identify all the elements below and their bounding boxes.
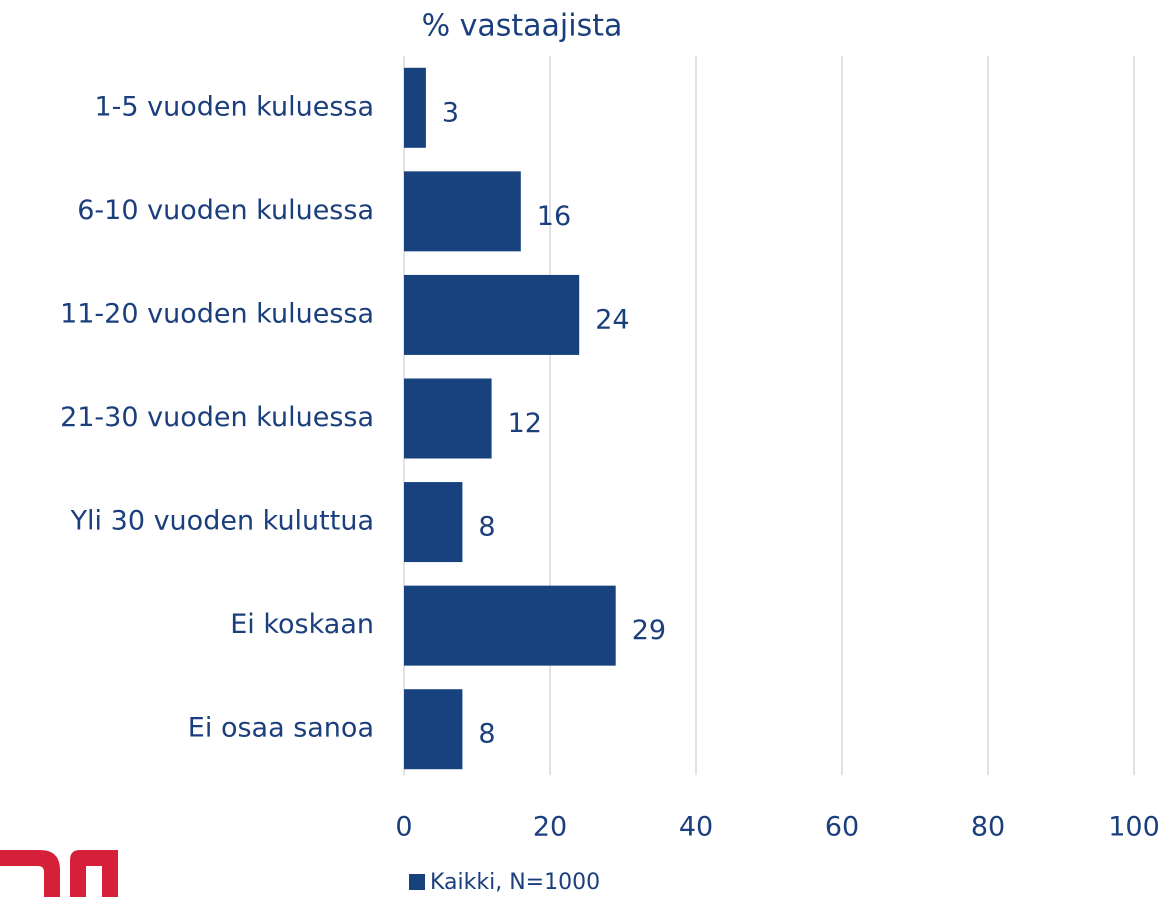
- legend-label: Kaikki, N=1000: [430, 870, 600, 895]
- bar: [404, 274, 580, 355]
- legend-swatch: [409, 874, 425, 890]
- logo-shape: [0, 850, 60, 897]
- data-label: 16: [537, 201, 571, 232]
- x-tick-label: 0: [395, 812, 412, 843]
- y-tick-label: Yli 30 vuoden kuluttua: [70, 506, 374, 537]
- bar: [404, 689, 463, 770]
- y-tick-label: Ei osaa sanoa: [188, 713, 374, 744]
- y-tick-label: 11-20 vuoden kuluessa: [60, 298, 374, 329]
- data-label: 3: [442, 97, 459, 128]
- bar: [404, 67, 426, 148]
- x-tick-label: 100: [1108, 812, 1160, 843]
- bar: [404, 378, 492, 459]
- x-tick-label: 20: [533, 812, 567, 843]
- chart-title: % vastaajista: [422, 9, 623, 44]
- x-tick-label: 80: [971, 812, 1005, 843]
- y-tick-label: 6-10 vuoden kuluessa: [77, 195, 374, 226]
- x-tick-label: 60: [825, 812, 859, 843]
- data-label: 8: [478, 719, 495, 750]
- data-label: 24: [595, 304, 629, 335]
- y-tick-label: 1-5 vuoden kuluessa: [94, 91, 374, 122]
- data-label: 29: [632, 615, 666, 646]
- logo: [0, 850, 118, 897]
- logo-shape: [70, 850, 118, 897]
- bar: [404, 482, 463, 563]
- data-label: 12: [508, 408, 542, 439]
- y-tick-label: Ei koskaan: [230, 609, 374, 640]
- x-tick-label: 40: [679, 812, 713, 843]
- bar: [404, 171, 521, 252]
- data-label: 8: [478, 512, 495, 543]
- y-tick-label: 21-30 vuoden kuluessa: [60, 402, 374, 433]
- bar: [404, 585, 616, 666]
